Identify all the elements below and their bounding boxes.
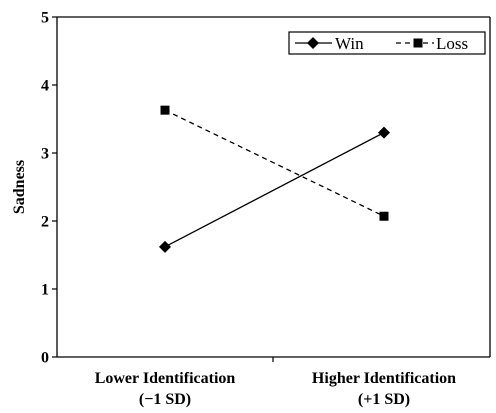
y-tick-label: 4 <box>41 78 49 95</box>
legend-items: Win Loss <box>295 34 468 53</box>
y-tick-label: 2 <box>41 214 49 231</box>
legend-marker-loss <box>413 38 423 48</box>
x-tick-label: (+1 SD) <box>358 391 410 408</box>
series-win <box>159 126 390 253</box>
data-point-win <box>159 240 171 253</box>
x-tick-label: Higher Identification <box>312 370 456 387</box>
y-tick-label: 0 <box>41 350 49 367</box>
y-axis-title: Sadness <box>11 160 28 214</box>
y-tick-label: 3 <box>41 146 49 163</box>
x-tick-label: (−1 SD) <box>139 391 191 408</box>
x-axis-labels: Lower Identification (−1 SD) Higher Identi… <box>95 370 456 408</box>
legend-item-loss: Loss <box>396 34 468 53</box>
x-tick-label: Lower Identification <box>95 370 236 387</box>
series-line-loss <box>164 109 385 217</box>
series-layer <box>159 105 390 253</box>
legend-label-win: Win <box>335 34 364 53</box>
series-loss <box>160 105 389 221</box>
data-point-loss <box>379 211 389 221</box>
legend: Win Loss <box>288 31 486 55</box>
y-tick-label: 5 <box>41 10 49 27</box>
data-point-loss <box>160 105 170 115</box>
legend-marker-win <box>307 37 319 49</box>
series-line-win <box>164 132 385 248</box>
legend-label-loss: Loss <box>436 34 468 53</box>
data-point-win <box>378 126 390 139</box>
y-axis-ticks: 0 1 2 3 4 5 <box>41 10 57 367</box>
y-tick-label: 1 <box>41 282 49 299</box>
legend-box <box>288 31 486 55</box>
legend-item-win: Win <box>295 34 364 53</box>
